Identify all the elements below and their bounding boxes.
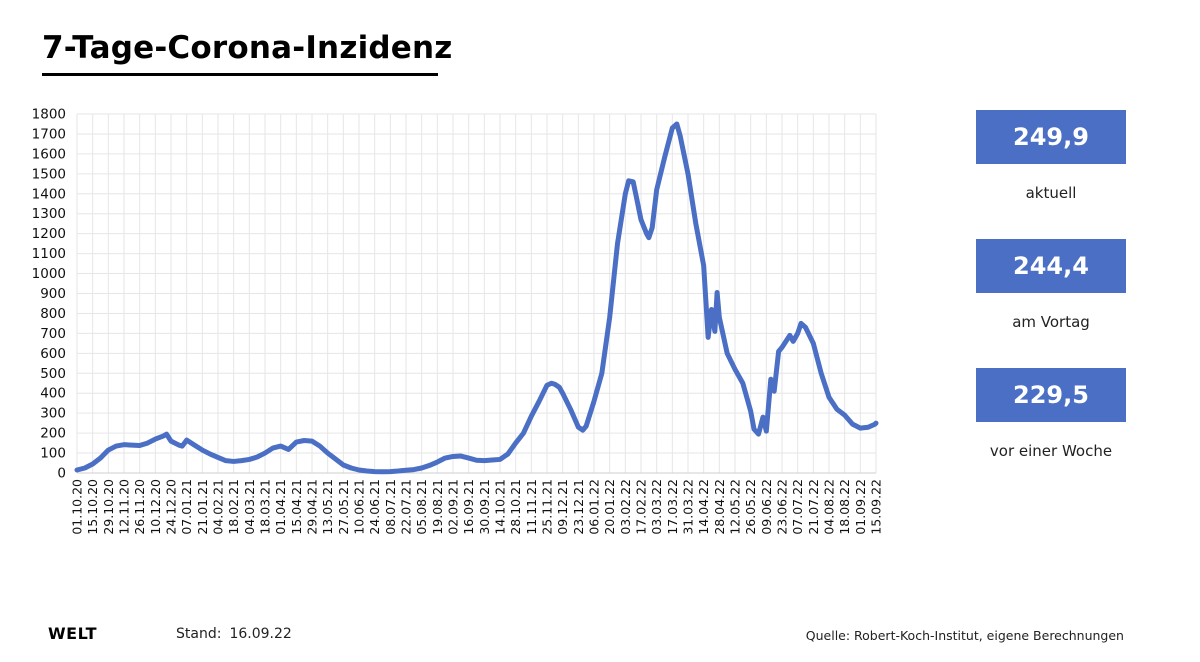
x-tick-label: 01.04.21 [273, 479, 288, 535]
x-tick-label: 12.05.22 [728, 479, 743, 535]
kpi-previous-day-label: am Vortag [1012, 313, 1090, 331]
x-tick-label: 17.02.22 [634, 479, 649, 535]
y-tick-label: 1200 [32, 226, 66, 242]
x-tick-label: 16.09.21 [461, 479, 476, 535]
x-tick-label: 15.09.22 [869, 479, 884, 535]
x-tick-label: 24.06.21 [367, 479, 382, 535]
x-tick-label: 10.06.21 [352, 479, 367, 535]
kpi-current-value: 249,9 [976, 110, 1126, 164]
x-tick-label: 22.07.21 [399, 479, 414, 535]
x-tick-label: 26.05.22 [743, 479, 758, 535]
welt-logo: WELT [48, 624, 98, 643]
y-tick-label: 400 [40, 386, 66, 402]
kpi-current-label: aktuell [1025, 184, 1077, 202]
x-tick-label: 10.12.20 [148, 479, 163, 535]
x-tick-label: 21.01.21 [195, 479, 210, 535]
series-line-incidence [74, 121, 879, 475]
x-tick-label: 03.03.22 [649, 479, 664, 535]
kpi-week-ago-label: vor einer Woche [989, 442, 1113, 460]
x-tick-label: 04.02.21 [211, 479, 226, 535]
x-tick-label: 15.10.20 [85, 479, 100, 535]
y-tick-label: 700 [40, 326, 66, 342]
x-tick-label: 15.04.21 [289, 479, 304, 535]
footer-stand: Stand: 16.09.22 [176, 626, 292, 642]
x-tick-label: 18.02.21 [226, 479, 241, 535]
y-tick-label: 1300 [32, 206, 66, 222]
x-tick-label: 29.04.21 [305, 479, 320, 535]
x-tick-label: 29.10.20 [101, 479, 116, 535]
y-tick-label: 900 [40, 286, 66, 302]
x-tick-label: 28.10.21 [508, 479, 523, 535]
x-tick-label: 07.01.21 [179, 479, 194, 535]
x-tick-label: 13.05.21 [320, 479, 335, 535]
y-tick-label: 1800 [32, 107, 66, 123]
x-tick-label: 26.11.20 [132, 479, 147, 535]
grid-layer [76, 113, 877, 474]
x-tick-label: 20.01.22 [602, 479, 617, 535]
x-tick-label: 03.02.22 [618, 479, 633, 535]
x-tick-label: 27.05.21 [336, 479, 351, 535]
x-tick-label: 17.03.22 [665, 479, 680, 535]
y-tick-label: 1000 [32, 266, 66, 282]
kpi-previous-day-value: 244,4 [976, 239, 1126, 293]
stand-date: 16.09.22 [229, 626, 292, 642]
page-title: 7-Tage-Corona-Inzidenz [42, 30, 453, 66]
footer-source: Quelle: Robert-Koch-Institut, eigene Ber… [805, 628, 1124, 643]
x-tick-label: 14.04.22 [696, 479, 711, 535]
x-tick-label: 05.08.21 [414, 479, 429, 535]
x-tick-label: 12.11.20 [117, 479, 132, 535]
y-axis-tick-labels: 0 100 200 300 400 500 600 700 800 900 1000 1100 1200… [32, 107, 66, 482]
x-tick-label: 30.09.21 [477, 479, 492, 535]
kpi-previous-day: 244,4 am Vortag [976, 239, 1126, 331]
x-tick-label: 19.08.21 [430, 479, 445, 535]
x-tick-label: 18.08.22 [837, 479, 852, 535]
y-tick-label: 1700 [32, 126, 66, 142]
x-tick-label: 09.12.21 [555, 479, 570, 535]
x-tick-label: 04.03.21 [242, 479, 257, 535]
x-tick-label: 11.11.21 [524, 479, 539, 535]
x-tick-label: 24.12.20 [164, 479, 179, 535]
y-tick-label: 800 [40, 306, 66, 322]
x-tick-label: 23.06.22 [775, 479, 790, 535]
x-tick-label: 06.01.22 [587, 479, 602, 535]
x-tick-label: 18.03.21 [258, 479, 273, 535]
x-tick-label: 01.09.22 [853, 479, 868, 535]
kpi-week-ago-value: 229,5 [976, 368, 1126, 422]
x-tick-label: 07.07.22 [790, 479, 805, 535]
x-axis-tick-labels: 01.10.20 15.10.20 29.10.20 12.11.20 26.11.20… [70, 479, 884, 535]
x-tick-label: 23.12.21 [571, 479, 586, 535]
y-tick-label: 1600 [32, 146, 66, 162]
y-tick-label: 200 [40, 426, 66, 442]
y-tick-label: 100 [40, 446, 66, 462]
x-tick-label: 25.11.21 [540, 479, 555, 535]
kpi-week-ago: 229,5 vor einer Woche [976, 368, 1126, 460]
y-tick-label: 0 [57, 466, 66, 482]
y-tick-label: 1500 [32, 166, 66, 182]
x-tick-label: 09.06.22 [759, 479, 774, 535]
x-tick-label: 31.03.22 [681, 479, 696, 535]
y-tick-label: 1100 [32, 246, 66, 262]
y-tick-label: 1400 [32, 186, 66, 202]
y-tick-label: 600 [40, 346, 66, 362]
x-tick-label: 21.07.22 [806, 479, 821, 535]
x-tick-label: 08.07.21 [383, 479, 398, 535]
y-tick-label: 500 [40, 366, 66, 382]
x-tick-label: 14.10.21 [493, 479, 508, 535]
kpi-current: 249,9 aktuell [976, 110, 1126, 202]
stand-label: Stand: [176, 626, 222, 642]
x-tick-label: 01.10.20 [70, 479, 85, 535]
x-tick-label: 28.04.22 [712, 479, 727, 535]
title-underline [42, 73, 438, 76]
x-tick-label: 04.08.22 [822, 479, 837, 535]
x-tick-label: 02.09.21 [446, 479, 461, 535]
y-tick-label: 300 [40, 406, 66, 422]
